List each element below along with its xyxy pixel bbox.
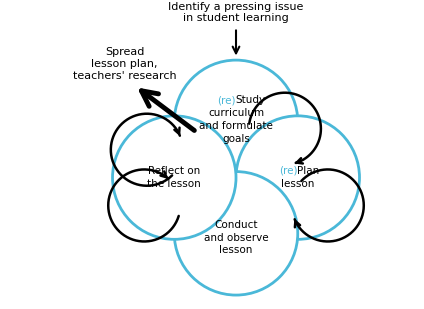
Text: (re): (re) [279, 166, 297, 176]
Text: lesson: lesson [219, 245, 253, 256]
Text: and observe: and observe [204, 233, 268, 243]
Circle shape [174, 171, 298, 295]
Text: Reflect on: Reflect on [148, 166, 201, 176]
Text: Identify a pressing issue
in student learning: Identify a pressing issue in student lea… [168, 2, 304, 23]
Text: Plan: Plan [297, 166, 319, 176]
Text: lesson: lesson [281, 180, 315, 189]
Circle shape [236, 116, 360, 239]
Text: Conduct: Conduct [214, 220, 258, 230]
Text: the lesson: the lesson [148, 180, 201, 189]
Text: (re): (re) [217, 95, 236, 105]
Text: goals: goals [222, 134, 250, 144]
Text: Spread
lesson plan,
teachers' research: Spread lesson plan, teachers' research [73, 48, 176, 81]
Text: curriculum: curriculum [208, 108, 264, 118]
Circle shape [174, 60, 298, 184]
Text: Study: Study [235, 95, 265, 105]
Circle shape [112, 116, 236, 239]
Text: and formulate: and formulate [199, 121, 273, 131]
